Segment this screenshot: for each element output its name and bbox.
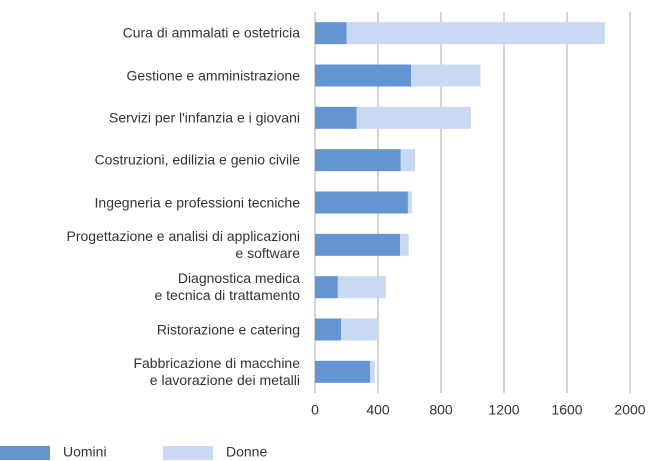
bar-segment bbox=[315, 233, 401, 256]
x-tick-label: 400 bbox=[366, 402, 390, 418]
bar-segment bbox=[315, 276, 338, 299]
bar-segment bbox=[407, 191, 412, 214]
y-tick-label: Servizi per l'infanzia e i giovani bbox=[109, 109, 300, 126]
x-tick-label: 800 bbox=[429, 402, 453, 418]
bar-segment bbox=[315, 191, 408, 214]
y-tick-label: Diagnostica medica e tecnica di trattame… bbox=[154, 270, 300, 304]
y-tick-label: Progettazione e analisi di applicazioni … bbox=[66, 227, 300, 261]
bar-segment bbox=[400, 233, 409, 256]
bar-segment bbox=[315, 22, 347, 45]
legend-swatch bbox=[163, 446, 213, 460]
y-tick-label: Fabbricazione di macchine e lavorazione … bbox=[133, 354, 300, 388]
bar-segment bbox=[315, 106, 357, 129]
legend-label: Uomini bbox=[63, 444, 107, 460]
y-tick-label: Ristorazione e catering bbox=[156, 321, 300, 337]
bar-segment bbox=[340, 318, 378, 341]
bar-segment bbox=[315, 360, 371, 383]
y-tick-label: Cura di ammalati e ostetricia bbox=[122, 24, 300, 41]
legend-label: Donne bbox=[226, 444, 267, 460]
bar-segment bbox=[370, 360, 375, 383]
bar-segment bbox=[337, 276, 386, 299]
bar-segment bbox=[315, 64, 412, 87]
bar-segment bbox=[400, 149, 416, 172]
bar-segment bbox=[315, 149, 401, 172]
legend-swatch bbox=[0, 446, 50, 460]
x-tick-label: 1200 bbox=[488, 402, 519, 418]
bar-segment bbox=[411, 64, 481, 87]
x-tick-label: 2000 bbox=[614, 402, 645, 418]
y-tick-label: Gestione e amministrazione bbox=[126, 67, 300, 83]
x-tick-label: 0 bbox=[311, 402, 319, 418]
bar-segment bbox=[356, 106, 471, 129]
bar-segment bbox=[315, 318, 341, 341]
bar-segment bbox=[346, 22, 605, 45]
y-tick-label: Ingegneria e professioni tecniche bbox=[94, 194, 300, 210]
y-tick-label: Costruzioni, edilizia e genio civile bbox=[94, 151, 300, 168]
x-tick-label: 1600 bbox=[551, 402, 582, 418]
